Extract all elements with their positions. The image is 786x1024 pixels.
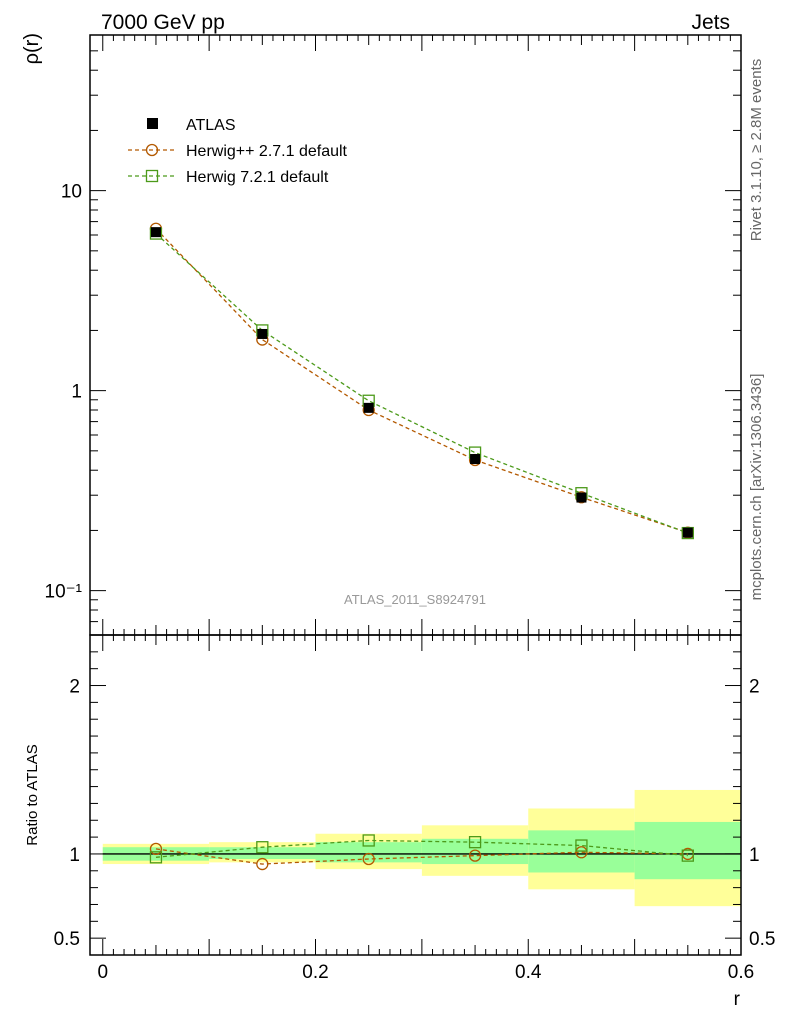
main-atlas-point <box>150 227 161 238</box>
ratio-herwig7-point <box>575 839 588 852</box>
energy-label: 7000 GeV pp <box>101 11 225 34</box>
legend-label-atlas: ATLAS <box>186 117 236 134</box>
x-tick-label: 0.2 <box>302 962 328 983</box>
ratio-herwig7-point <box>681 849 694 862</box>
legend-label-herwig7: Herwig 7.2.1 default <box>186 169 329 186</box>
main-y-axis-label: ρ(r) <box>21 33 43 64</box>
process-label: Jets <box>691 11 730 34</box>
ratio-y-tick-label-right: 2 <box>749 677 760 698</box>
ratio-y-tick-label: 0.5 <box>54 929 80 950</box>
main-y-tick-label: 10⁻¹ <box>45 582 83 603</box>
ratio-plot-frame: 0 0.2 0.4 0.6 2 2 1 1 0.5 0.5 <box>54 35 775 983</box>
ratio-plot-series <box>149 834 694 871</box>
main-plot-series <box>149 222 694 540</box>
main-atlas-point <box>576 492 587 503</box>
source-label: mcplots.cern.ch [arXiv:1306.3436] <box>748 374 765 601</box>
main-atlas-point <box>363 402 374 413</box>
ratio-herwig7-point <box>256 841 269 854</box>
ratio-y-axis-label: Ratio to ATLAS <box>24 744 41 845</box>
analysis-watermark: ATLAS_2011_S8924791 <box>344 592 486 607</box>
main-herwigpp-line <box>155 228 689 534</box>
x-tick-label: 0.6 <box>728 962 754 983</box>
ratio-band-inner <box>315 842 422 863</box>
legend-marker-atlas <box>147 118 158 129</box>
ratio-y-tick-label: 1 <box>69 845 80 866</box>
ratio-herwigpp-point <box>575 846 588 859</box>
legend-marker-herwig7 <box>145 169 159 183</box>
legend-marker-herwigpp <box>145 143 159 157</box>
ratio-herwigpp-point <box>256 857 269 871</box>
ratio-herwig7-point <box>468 836 482 849</box>
main-atlas-point <box>257 328 268 339</box>
ratio-herwigpp-line <box>155 848 688 865</box>
x-tick-label: 0.4 <box>515 962 542 983</box>
ratio-y-tick-label-right: 0.5 <box>749 929 775 950</box>
ratio-band-inner <box>421 838 529 865</box>
legend: ATLAS Herwig++ 2.7.1 default Herwig 7.2.… <box>128 117 348 186</box>
ratio-herwig7-point <box>149 851 163 864</box>
main-y-tick-label: 1 <box>71 382 82 403</box>
rivet-version-label: Rivet 3.1.10, ≥ 2.8M events <box>748 59 765 242</box>
ratio-y-tick-label: 2 <box>69 677 80 698</box>
ratio-plot-border <box>89 634 742 956</box>
main-atlas-point <box>682 527 693 538</box>
ratio-y-tick-label-right: 1 <box>749 845 760 866</box>
legend-label-herwigpp: Herwig++ 2.7.1 default <box>186 143 348 160</box>
x-axis-label: r <box>734 989 741 1010</box>
main-atlas-point <box>470 454 481 465</box>
main-herwig7-line <box>155 233 689 534</box>
ratio-uncertainty-bands <box>102 789 741 907</box>
ratio-herwigpp-point <box>468 849 482 862</box>
ratio-herwig7-point <box>362 834 375 847</box>
ratio-herwigpp-point <box>362 852 375 866</box>
ratio-herwig7-line <box>155 839 688 858</box>
main-y-tick-label: 10 <box>61 182 82 203</box>
main-herwig7-point <box>681 526 694 540</box>
ratio-herwigpp-point <box>149 842 163 856</box>
x-tick-label: 0 <box>97 962 108 983</box>
